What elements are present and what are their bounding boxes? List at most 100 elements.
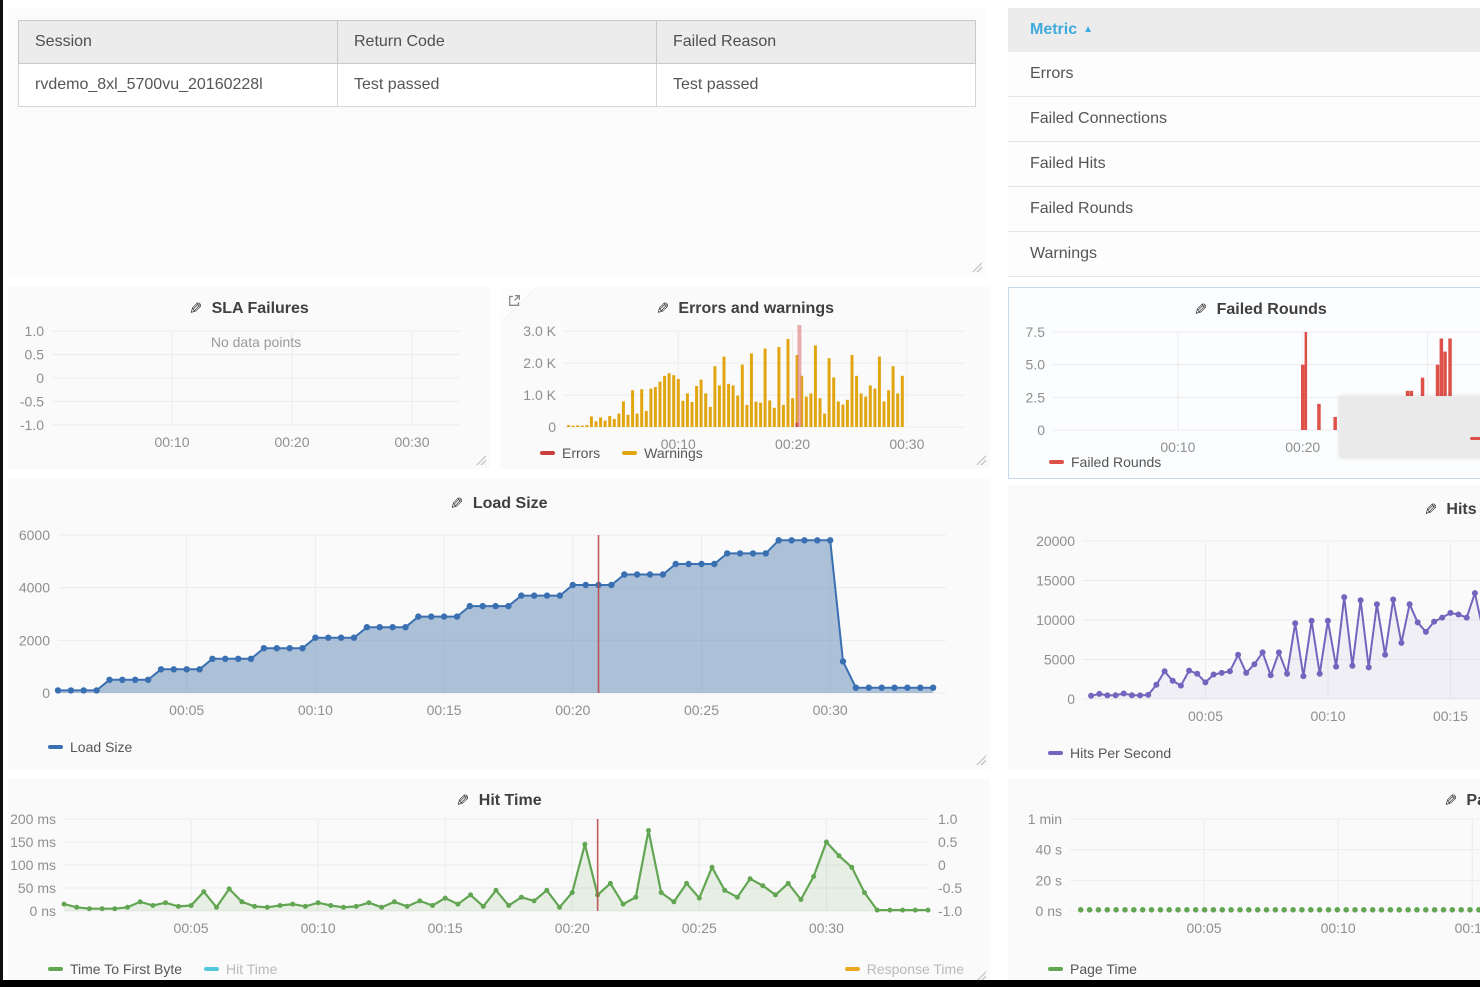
svg-text:20000: 20000 <box>1036 533 1075 549</box>
hit-time-chart[interactable]: 200 ms1.0150 ms0.5100 ms050 ms-0.50 ns-1… <box>8 813 974 943</box>
open-in-new-icon[interactable] <box>507 293 522 308</box>
legend-item-warnings[interactable]: Warnings <box>622 445 703 461</box>
legend-item-hits-per-second[interactable]: Hits Per Second <box>1048 745 1171 761</box>
metric-row-errors[interactable]: Errors <box>1008 52 1480 97</box>
metric-sort-header[interactable]: Metric▲ <box>1008 8 1480 52</box>
legend-label: Response Time <box>867 961 964 977</box>
svg-text:-0.5: -0.5 <box>20 394 44 410</box>
panel-title: ✎ Failed Rounds <box>1009 288 1480 322</box>
panel-title: ✎ Load Size <box>8 479 990 517</box>
chart-legend: Page Time <box>1048 961 1137 977</box>
svg-text:5.0: 5.0 <box>1026 357 1046 373</box>
legend-item-load-size[interactable]: Load Size <box>48 739 132 755</box>
session-summary-panel: SessionReturn CodeFailed Reason rvdemo_8… <box>8 8 986 276</box>
dashboard: SessionReturn CodeFailed Reason rvdemo_8… <box>0 0 1480 987</box>
resize-handle-icon[interactable] <box>976 455 986 465</box>
metric-rows: ErrorsFailed ConnectionsFailed HitsFaile… <box>1008 52 1480 277</box>
errors-warnings-panel: ✎ Errors and warnings 3.0 K2.0 K1.0 K000… <box>500 287 990 469</box>
svg-text:2000: 2000 <box>19 632 50 648</box>
edit-pencil-icon[interactable]: ✎ <box>456 791 469 811</box>
legend-swatch-icon <box>845 967 860 971</box>
edit-pencil-icon[interactable]: ✎ <box>1424 500 1437 520</box>
chart-legend: Failed Rounds <box>1049 454 1161 470</box>
edit-pencil-icon[interactable]: ✎ <box>1444 791 1457 811</box>
svg-text:00:15: 00:15 <box>1455 920 1480 936</box>
svg-text:150 ms: 150 ms <box>10 834 56 850</box>
edit-pencil-icon[interactable]: ✎ <box>189 299 202 319</box>
legend-label: Load Size <box>70 739 132 755</box>
panel-title-text: Errors and warnings <box>678 300 834 318</box>
legend-label: Warnings <box>644 445 703 461</box>
svg-text:0: 0 <box>938 857 946 873</box>
metric-row-failed-rounds[interactable]: Failed Rounds <box>1008 187 1480 232</box>
chart-legend: Errors Warnings <box>540 445 703 461</box>
column-header-return-code[interactable]: Return Code <box>338 21 657 64</box>
edit-pencil-icon[interactable]: ✎ <box>1194 300 1207 320</box>
panel-title-text: Hits Per Second <box>1446 501 1480 519</box>
svg-text:00:05: 00:05 <box>1187 920 1222 936</box>
chart-legend-right: Response Time <box>845 961 964 977</box>
legend-label: Page Time <box>1070 961 1137 977</box>
session-table-header-row: SessionReturn CodeFailed Reason <box>19 21 976 64</box>
legend-label: Time To First Byte <box>70 961 182 977</box>
svg-text:0: 0 <box>1037 422 1045 438</box>
panel-title: ✎ Errors and warnings <box>500 287 990 321</box>
metric-row-failed-connections[interactable]: Failed Connections <box>1008 97 1480 142</box>
svg-text:00:05: 00:05 <box>169 702 204 718</box>
legend-item-page-time[interactable]: Page Time <box>1048 961 1137 977</box>
svg-text:00:10: 00:10 <box>1310 708 1345 724</box>
edit-pencil-icon[interactable]: ✎ <box>656 299 669 319</box>
hits-per-second-chart[interactable]: 2000015000100005000000:0500:1000:1500:20 <box>1008 523 1480 735</box>
svg-text:10000: 10000 <box>1036 612 1075 628</box>
svg-text:20 s: 20 s <box>1036 872 1062 888</box>
legend-item-errors[interactable]: Errors <box>540 445 600 461</box>
metric-list-panel: Metric▲ ErrorsFailed ConnectionsFailed H… <box>1008 8 1480 278</box>
svg-text:7.5: 7.5 <box>1026 324 1046 340</box>
svg-text:00:25: 00:25 <box>682 920 717 936</box>
legend-label: Errors <box>562 445 600 461</box>
legend-label: Failed Rounds <box>1071 454 1161 470</box>
column-header-failed-reason[interactable]: Failed Reason <box>657 21 976 64</box>
legend-swatch-icon <box>1048 751 1063 755</box>
load-size-chart[interactable]: 600040002000000:0500:1000:1500:2000:2500… <box>8 517 974 729</box>
legend-item-time-to-first-byte[interactable]: Time To First Byte <box>48 961 182 977</box>
resize-handle-icon[interactable] <box>476 455 486 465</box>
svg-text:0 ns: 0 ns <box>1036 903 1062 919</box>
svg-text:00:05: 00:05 <box>174 920 209 936</box>
session-table: SessionReturn CodeFailed Reason rvdemo_8… <box>18 20 976 107</box>
column-header-session[interactable]: Session <box>19 21 338 64</box>
legend-item-failed-rounds[interactable]: Failed Rounds <box>1049 454 1161 470</box>
svg-text:100 ms: 100 ms <box>10 857 56 873</box>
failed-rounds-panel: ✎ Failed Rounds 7.55.02.5000:1000:2000:3… <box>1008 287 1480 479</box>
errors-warnings-chart[interactable]: 3.0 K2.0 K1.0 K000:1000:2000:30 <box>500 321 974 461</box>
svg-text:1.0 K: 1.0 K <box>523 387 556 403</box>
svg-text:0: 0 <box>36 370 44 386</box>
sla-failures-chart[interactable]: 1.00.50-0.5-1.000:1000:2000:30No data po… <box>8 321 474 459</box>
resize-handle-icon[interactable] <box>976 755 986 765</box>
svg-text:00:10: 00:10 <box>154 434 189 450</box>
sort-ascending-icon: ▲ <box>1083 24 1093 35</box>
svg-text:40 s: 40 s <box>1036 842 1062 858</box>
legend-item-response-time[interactable]: Response Time <box>845 961 964 977</box>
svg-text:00:15: 00:15 <box>427 702 462 718</box>
table-row[interactable]: rvdemo_8xl_5700vu_20160228lTest passedTe… <box>19 64 976 107</box>
svg-text:0: 0 <box>548 419 556 435</box>
legend-swatch-icon <box>48 745 63 749</box>
legend-item-hit-time[interactable]: Hit Time <box>204 961 277 977</box>
svg-text:00:20: 00:20 <box>555 702 590 718</box>
resize-handle-icon[interactable] <box>972 262 982 272</box>
panel-title-text: Hit Time <box>479 792 542 810</box>
svg-text:0: 0 <box>42 685 50 701</box>
panel-title-text: SLA Failures <box>212 300 309 318</box>
panel-title-text: Load Size <box>473 495 548 513</box>
edit-pencil-icon[interactable]: ✎ <box>450 494 463 514</box>
svg-text:50 ms: 50 ms <box>18 880 56 896</box>
page-time-chart[interactable]: 1 min40 s20 s0 ns00:0500:1000:15 <box>1008 813 1480 943</box>
svg-text:0 ns: 0 ns <box>30 903 56 919</box>
legend-label: Hit Time <box>226 961 277 977</box>
table-cell: rvdemo_8xl_5700vu_20160228l <box>19 64 338 107</box>
metric-row-failed-hits[interactable]: Failed Hits <box>1008 142 1480 187</box>
svg-text:00:10: 00:10 <box>1160 439 1195 455</box>
metric-row-warnings[interactable]: Warnings <box>1008 232 1480 277</box>
svg-text:00:10: 00:10 <box>301 920 336 936</box>
